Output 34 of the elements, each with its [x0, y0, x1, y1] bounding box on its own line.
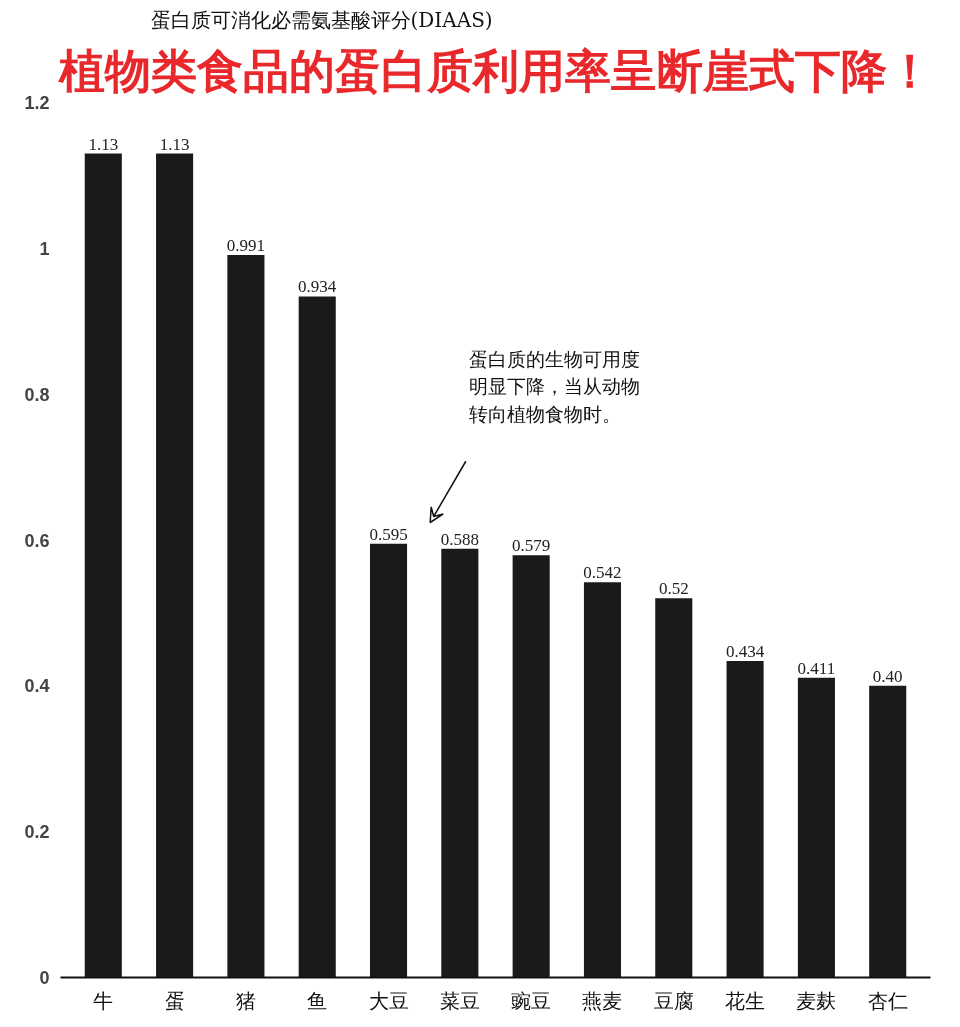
x-tick-label: 豌豆 — [511, 988, 552, 1013]
data-label: 0.411 — [797, 658, 836, 678]
x-tick-label: 花生 — [725, 988, 766, 1013]
y-tick-label: 0 — [39, 968, 50, 988]
x-tick-label: 菜豆 — [439, 988, 480, 1013]
x-tick-label: 豆腐 — [653, 988, 694, 1013]
x-tick-label: 蛋 — [164, 988, 185, 1013]
data-label: 0.579 — [512, 536, 551, 556]
x-tick-label: 麦麸 — [796, 988, 837, 1013]
x-tick-label: 鱼 — [307, 988, 328, 1013]
data-label: 0.934 — [298, 277, 337, 297]
y-tick-label: 1 — [39, 238, 50, 259]
y-tick-label: 0.4 — [24, 676, 50, 697]
chart-title: 蛋白质可消化必需氨基酸评分(DIAAS) — [150, 7, 493, 32]
chart-subtitle: 植物类食品的蛋白质利用率呈断崖式下降！ — [56, 43, 933, 98]
data-label: 1.13 — [88, 134, 119, 154]
data-label: 0.595 — [369, 524, 408, 544]
data-label: 0.40 — [872, 666, 903, 686]
y-tick-label: 1.2 — [24, 93, 50, 113]
x-tick-label: 燕麦 — [582, 988, 623, 1013]
data-label: 0.434 — [725, 642, 765, 662]
annotation: 蛋白质的生物可用度明显下降，当从动物转向植物食物时。 — [469, 347, 641, 425]
data-label: 0.588 — [440, 529, 479, 549]
x-tick-label: 杏仁 — [867, 988, 908, 1013]
data-label: 1.13 — [159, 134, 190, 154]
x-tick-label: 大豆 — [368, 988, 409, 1013]
data-label: 0.991 — [226, 235, 266, 255]
x-tick-label: 牛 — [93, 988, 114, 1013]
y-tick-label: 0.2 — [24, 822, 50, 843]
y-tick-label: 0.6 — [24, 530, 50, 551]
x-tick-label: 猪 — [235, 988, 256, 1013]
y-tick-label: 0.8 — [24, 384, 50, 405]
data-label: 0.52 — [658, 579, 689, 599]
data-label: 0.542 — [583, 563, 622, 583]
